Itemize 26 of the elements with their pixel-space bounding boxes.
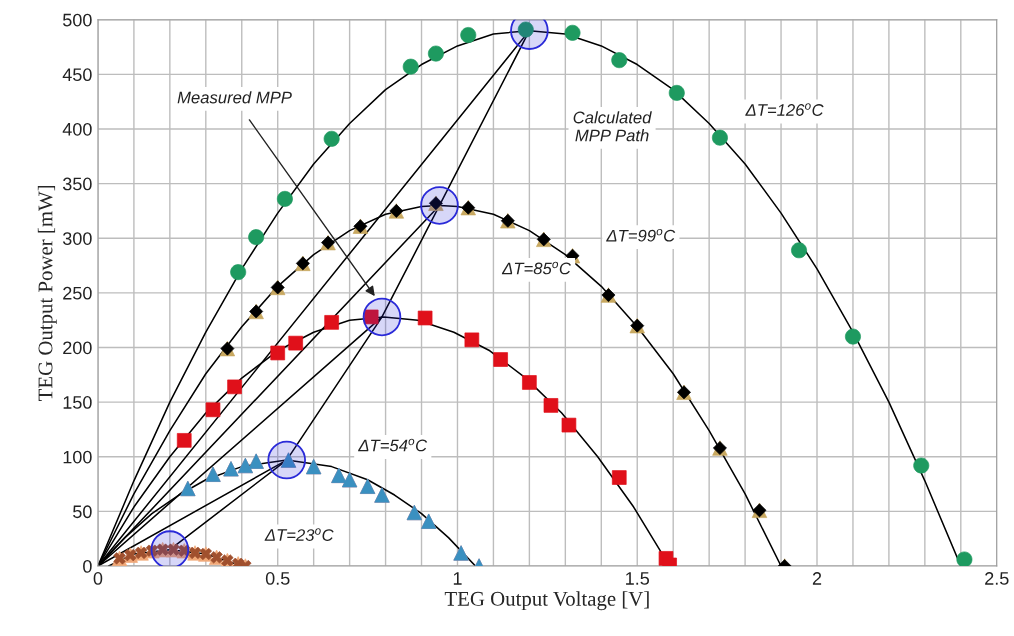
annotation: Measured MPP <box>177 91 292 104</box>
y-tick-label: 450 <box>62 68 92 82</box>
y-tick-label: 500 <box>63 13 92 27</box>
x-tick-label: 1 <box>453 572 462 585</box>
x-tick-label: 2.5 <box>985 572 1009 585</box>
annotation: ΔT=54$^{o}$C <box>358 438 428 452</box>
y-tick-label: 200 <box>63 341 92 355</box>
annotation: ΔT=99$^{o}$C <box>606 228 676 242</box>
y-tick-label: 50 <box>73 505 92 519</box>
annotation: ΔT=85$^{o}$C <box>501 261 571 275</box>
y-axis-title: TEG Output Power [mW] <box>37 185 57 401</box>
x-tick-label: 0 <box>93 572 103 585</box>
x-tick-label: 0.5 <box>265 572 290 585</box>
x-tick-label: 2 <box>812 572 822 585</box>
annotation: Calculated MPP Path <box>573 111 652 142</box>
y-tick-label: 300 <box>62 232 92 245</box>
annotation: ΔT=126$^{o}$C <box>745 103 824 116</box>
annotation: ΔT=23$^{o}$C <box>264 528 334 541</box>
y-tick-label: 100 <box>63 450 92 464</box>
y-tick-label: 0 <box>83 559 92 573</box>
y-tick-label: 350 <box>62 177 92 191</box>
y-tick-label: 400 <box>62 122 92 136</box>
y-tick-label: 150 <box>63 396 92 409</box>
y-tick-label: 250 <box>63 286 92 300</box>
x-axis-title: TEG Output Voltage [V] <box>444 591 649 611</box>
x-tick-label: 1.5 <box>626 572 650 585</box>
